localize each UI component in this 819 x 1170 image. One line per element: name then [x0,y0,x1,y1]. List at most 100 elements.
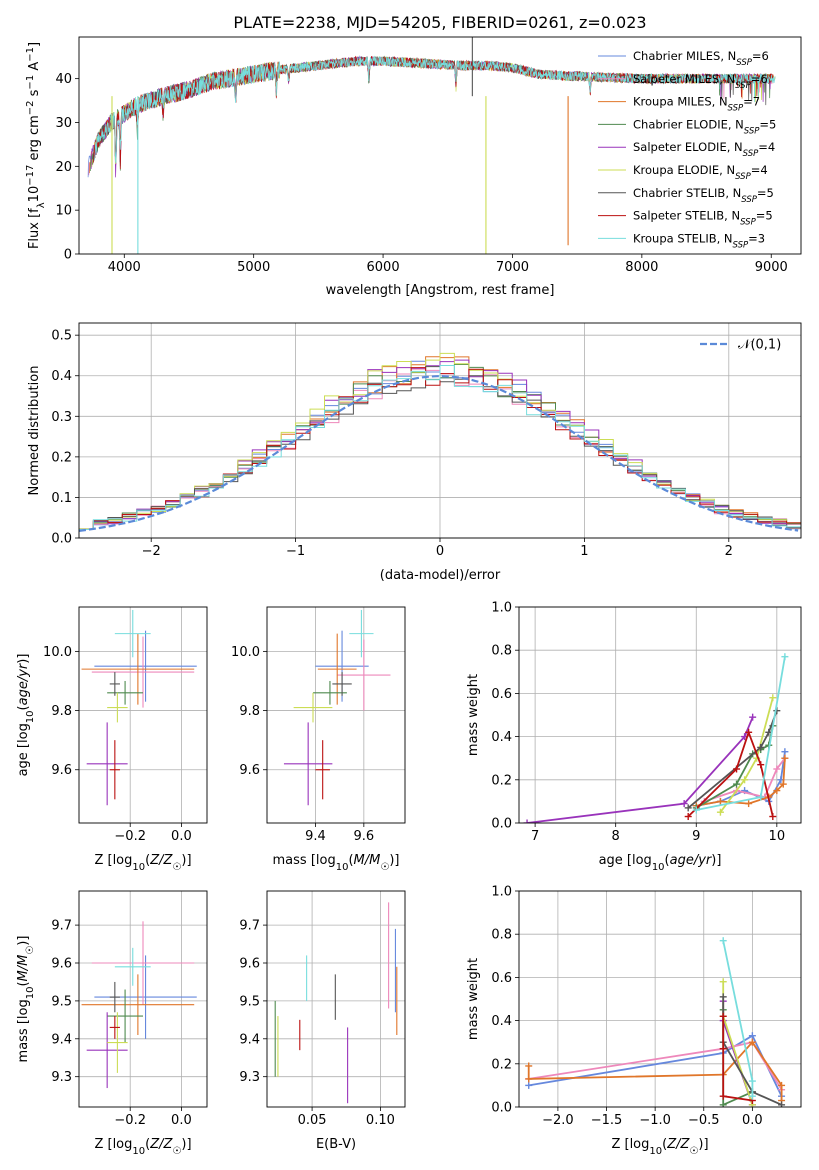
x-tick-label: 9000 [755,260,788,275]
y-axis-label: mass weight [466,674,481,756]
weight-line [687,710,778,809]
y-tick-label: 9.5 [239,994,260,1009]
axes-frame [266,606,406,824]
y-tick-label: 0.5 [51,329,72,344]
y-tick-label: 1.0 [491,601,512,616]
weight-line [696,656,786,811]
y-tick-label: 9.8 [239,704,260,719]
x-tick-label: 0.0 [742,1113,763,1128]
x-tick-label: −0.5 [688,1113,720,1128]
legend-label: 𝒩(0,1) [738,338,781,353]
weight-line [722,940,754,1097]
axes-frame [266,890,406,1108]
ageM-panel: 9.4 9.6 9.6 9.8 10.0 mass [log10(M/M☉)] [231,606,406,873]
y-tick-label: 0.6 [491,971,512,986]
x-tick-label: 8000 [625,260,658,275]
x-tick-label: −2 [142,544,161,559]
y-tick-label: 0.8 [491,644,512,659]
y-axis-label: Normed distribution [27,366,42,496]
y-tick-label: 0.0 [491,817,512,832]
spectrum-panel: 4000 5000 6000 7000 8000 9000 0 10 20 30 40 wavelen… [25,36,802,298]
y-tick-label: 9.3 [51,1070,72,1085]
weight-line [722,1016,753,1102]
y-tick-label: 0 [64,248,72,263]
y-tick-label: 40 [55,72,72,87]
y-tick-label: 0.8 [491,928,512,943]
x-tick-label: 0.0 [171,829,192,844]
y-tick-label: 9.4 [239,1032,260,1047]
y-tick-label: 0.4 [491,1014,512,1029]
legend-label: Salpeter MILES, NSSP=6 [633,72,768,91]
axes-frame [518,606,802,824]
y-tick-label: 10.0 [43,645,72,660]
x-tick-label: −0.2 [114,829,146,844]
plot-area [274,902,398,1104]
y-tick-label: 1.0 [491,885,512,900]
axes-frame [78,606,208,824]
plot-area [523,653,789,823]
massZ-panel: −0.2 0.0 9.3 9.4 9.5 9.6 9.7 Z [log10(Z/Z☉)] mas… [16,890,208,1157]
legend-label: Salpeter ELODIE, NSSP=4 [633,140,775,159]
y-tick-label: 20 [55,160,72,175]
figure-title: PLATE=2238, MJD=54205, FIBERID=0261, z=0… [233,13,646,32]
x-tick-label: 0.10 [366,1113,395,1128]
x-tick-label: 4000 [108,260,141,275]
spectrum-line [93,55,776,164]
plot-panels: 4000 5000 6000 7000 8000 9000 0 10 20 30 40 wavelen… [16,36,802,1157]
y-tick-label: 9.7 [51,919,72,934]
y-tick-label: 9.5 [51,994,72,1009]
x-tick-label: 1 [580,544,588,559]
x-axis-label: Z [log10(Z/Z☉)] [94,853,191,873]
x-tick-label: 7000 [496,260,529,275]
x-tick-label: −0.2 [114,1113,146,1128]
x-tick-label: −1 [286,544,305,559]
x-tick-label: −2.0 [542,1113,574,1128]
y-tick-label: 9.3 [239,1070,260,1085]
axes-frame [78,322,802,539]
residual-panel: −2 −1 0 1 2 0.0 0.1 0.2 0.3 0.4 0.5 (data-model)/er… [27,322,802,583]
plot-area [87,37,776,254]
y-tick-label: 0.4 [51,369,72,384]
y-tick-label: 10.0 [231,645,260,660]
plot-area [81,609,197,806]
x-axis-label: age [log10(age/yr)] [599,853,722,873]
plot-area [525,937,786,1107]
x-tick-label: −1.5 [591,1113,623,1128]
y-tick-label: 0.6 [491,687,512,702]
legend-label: Chabrier ELODIE, NSSP=5 [633,117,776,136]
y-tick-label: 9.6 [239,957,260,972]
y-tick-label: 9.4 [51,1032,72,1047]
legend-label: Salpeter STELIB, NSSP=5 [633,209,773,228]
x-tick-label: 7 [531,829,539,844]
mwAge-panel: 7 8 9 10 0.0 0.2 0.4 0.6 0.8 1.0 age [log10(age/yr… [466,601,802,873]
plot-area [81,921,197,1089]
y-tick-label: 9.8 [51,704,72,719]
y-tick-label: 0.2 [491,773,512,788]
axes-frame [78,36,802,255]
y-tick-label: 9.6 [51,957,72,972]
y-tick-label: 0.0 [491,1101,512,1116]
weight-line [528,1041,783,1091]
x-tick-label: 0.05 [298,1113,327,1128]
y-tick-label: 9.6 [239,763,260,778]
histogram-step [79,365,801,530]
y-tick-label: 9.6 [51,763,72,778]
legend-label: Kroupa MILES, NSSP=7 [633,95,760,114]
x-axis-label: wavelength [Angstrom, rest frame] [326,283,555,298]
legend-label: Kroupa STELIB, NSSP=3 [633,231,765,250]
normal-curve [79,375,799,532]
ageZ-panel: −0.2 0.0 9.6 9.8 10.0 Z [log10(Z/Z☉)] age [log… [16,606,208,873]
x-tick-label: 5000 [237,260,270,275]
x-tick-label: 9.6 [353,829,374,844]
y-axis-label: mass weight [466,958,481,1040]
x-tick-label: 10 [769,829,786,844]
y-tick-label: 0.2 [51,450,72,465]
x-tick-label: 6000 [367,260,400,275]
y-axis-label: age [log10(age/yr)] [16,654,36,777]
massE-panel: 0.05 0.10 9.3 9.4 9.5 9.6 9.7 E(B-V) [239,890,406,1152]
x-axis-label: (data-model)/error [380,568,501,583]
y-axis-label: mass [log10(M/M☉)] [16,936,36,1063]
y-tick-label: 10 [55,204,72,219]
y-tick-label: 30 [55,116,72,131]
